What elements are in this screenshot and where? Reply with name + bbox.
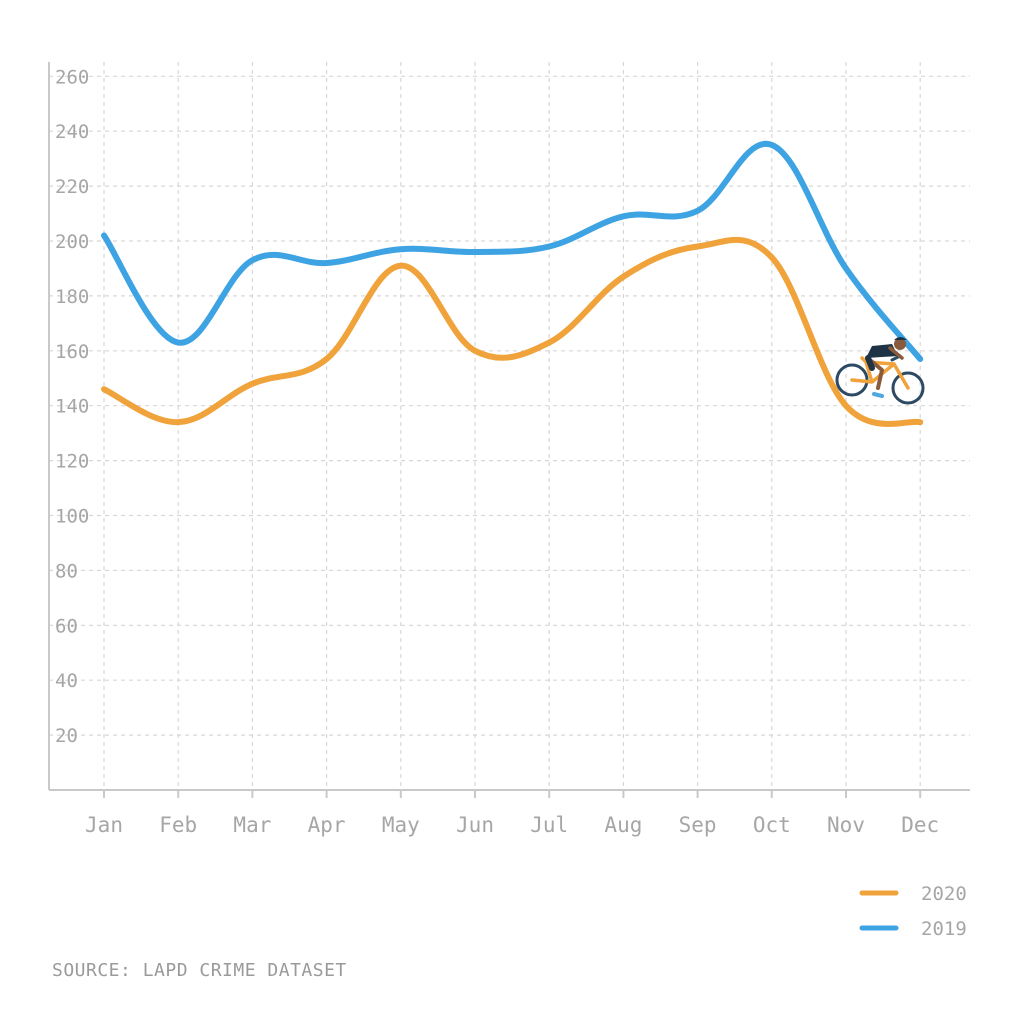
series-line-2019	[101, 140, 924, 363]
series-line-2020	[101, 236, 924, 427]
y-tick-label: 100	[55, 506, 89, 528]
x-tick-label: Mar	[233, 813, 271, 837]
y-axis-ticks: 20 40 60 80 100 120 140 160 180 200 220 240 260	[55, 66, 89, 747]
chart-axes	[48, 62, 970, 791]
cyclist-icon	[835, 337, 925, 405]
y-tick-label: 140	[55, 396, 89, 418]
y-tick-label: 260	[55, 66, 89, 88]
y-tick-label: 240	[55, 121, 89, 143]
chart-legend: 2020 2019	[859, 883, 967, 940]
y-tick-label: 20	[55, 725, 78, 747]
y-tick-label: 120	[55, 451, 89, 473]
y-tick-label: 80	[55, 560, 78, 582]
x-tick-label: Feb	[159, 813, 197, 837]
legend-label-2019: 2019	[921, 918, 967, 940]
y-tick-label: 180	[55, 286, 89, 308]
x-tick-label: Sep	[679, 813, 717, 837]
series-lines	[101, 140, 924, 427]
y-tick-label: 200	[55, 231, 89, 253]
x-tick-label: Dec	[901, 813, 939, 837]
x-axis-ticks: Jan Feb Mar Apr May Jun Jul Aug Sep Oct Nov Dec	[85, 790, 939, 837]
legend-label-2020: 2020	[921, 883, 967, 905]
source-note: SOURCE: LAPD CRIME DATASET	[52, 960, 347, 981]
x-tick-label: Oct	[753, 813, 791, 837]
chart-grid	[49, 62, 970, 790]
x-tick-label: Nov	[827, 813, 865, 837]
y-tick-label: 40	[55, 670, 78, 692]
x-tick-label: Jun	[456, 813, 494, 837]
x-tick-label: May	[382, 813, 420, 837]
x-tick-label: Jul	[530, 813, 568, 837]
y-tick-label: 160	[55, 341, 89, 363]
x-tick-label: Apr	[308, 813, 346, 837]
x-tick-label: Aug	[604, 813, 642, 837]
x-tick-label: Jan	[85, 813, 123, 837]
y-tick-label: 60	[55, 615, 78, 637]
y-tick-label: 220	[55, 176, 89, 198]
